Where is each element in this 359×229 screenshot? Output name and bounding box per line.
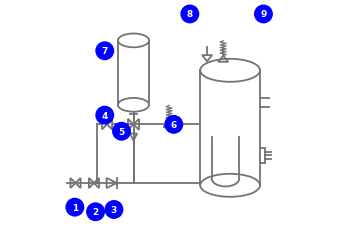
Circle shape <box>96 43 113 60</box>
Bar <box>260 148 265 163</box>
Circle shape <box>66 199 84 216</box>
Text: 3: 3 <box>111 205 117 214</box>
Ellipse shape <box>118 98 149 112</box>
Bar <box>118 41 149 105</box>
Circle shape <box>105 201 123 218</box>
Text: 2: 2 <box>92 207 99 216</box>
Text: 7: 7 <box>102 47 108 56</box>
Circle shape <box>181 6 199 24</box>
Text: 4: 4 <box>102 111 108 120</box>
Text: 1: 1 <box>72 203 78 212</box>
Text: 5: 5 <box>118 127 125 136</box>
Circle shape <box>255 6 272 24</box>
Ellipse shape <box>200 60 260 82</box>
Circle shape <box>113 123 130 140</box>
Text: 8: 8 <box>187 10 193 19</box>
Ellipse shape <box>118 34 149 48</box>
Circle shape <box>165 116 182 134</box>
Circle shape <box>96 107 113 124</box>
Bar <box>200 71 260 185</box>
Text: 9: 9 <box>260 10 267 19</box>
Text: 6: 6 <box>171 120 177 129</box>
Circle shape <box>87 203 104 221</box>
Ellipse shape <box>200 174 260 197</box>
